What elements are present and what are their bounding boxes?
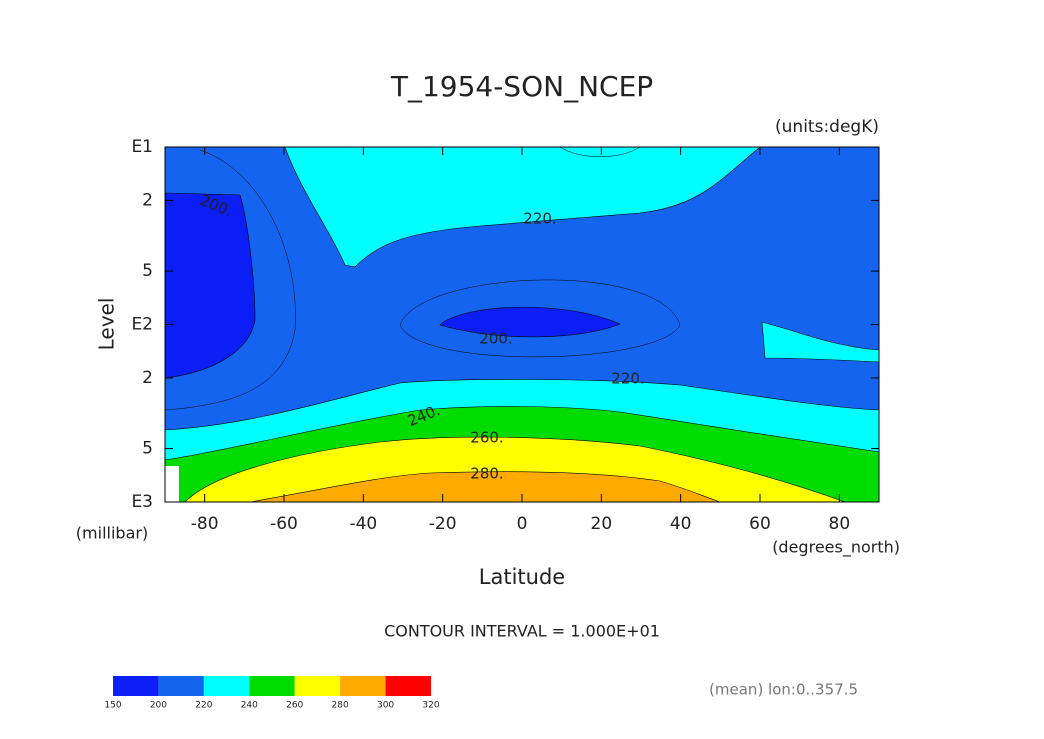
- colorbar-label: 220: [195, 701, 212, 711]
- y-axis-label: Level: [95, 298, 119, 351]
- colorbar-swatch: [385, 676, 431, 696]
- x-tick-label: 20: [591, 514, 613, 534]
- y-tick-label: 2: [142, 190, 153, 210]
- contour-label: 220.: [523, 210, 556, 228]
- x-tick-label: -60: [270, 514, 298, 534]
- contour-line: [399, 279, 681, 358]
- region: [284, 146, 879, 268]
- contour-line: [164, 149, 296, 411]
- colorbar-label: 240: [241, 701, 258, 711]
- colorbar-swatch: [158, 676, 204, 696]
- contour-line: [559, 146, 641, 157]
- x-tick-label: -20: [429, 514, 457, 534]
- y-tick-label: E2: [131, 315, 153, 335]
- colorbar-label: 260: [286, 701, 303, 711]
- footer: CONTOUR INTERVAL = 1.000E+01: [384, 622, 660, 641]
- chart-title: T_1954-SON_NCEP: [390, 70, 653, 103]
- colorbar-label: 200: [150, 701, 167, 711]
- y-tick-label: 5: [142, 261, 153, 281]
- y-tick-label: E3: [131, 492, 153, 512]
- region: [249, 471, 721, 503]
- colorbar-swatch: [294, 676, 341, 696]
- contour-label: 220.: [611, 370, 644, 388]
- x-axis-label: Latitude: [479, 565, 565, 589]
- units-label: (units:degK): [775, 117, 879, 137]
- contour-label: 200.: [479, 330, 512, 348]
- x-tick-label: 80: [829, 514, 851, 534]
- region: [439, 306, 621, 338]
- y-tick-label: 2: [142, 368, 153, 388]
- x-tick-label: -40: [349, 514, 377, 534]
- colorbar-label: 280: [332, 701, 349, 711]
- colorbar-swatch: [203, 676, 250, 696]
- contour-label: 260.: [470, 429, 503, 447]
- colorbar-label: 320: [422, 701, 439, 711]
- colorbar-swatch: [249, 676, 295, 696]
- region: [164, 192, 256, 379]
- colorbar-swatch: [113, 676, 159, 696]
- colorbar-swatch: [340, 676, 386, 696]
- x-tick-label: -80: [191, 514, 219, 534]
- y-tick-label: 5: [142, 439, 153, 459]
- contour-label: 280.: [470, 465, 503, 483]
- y-tick-label: E1: [131, 137, 153, 157]
- x-tick-label: 60: [749, 514, 771, 534]
- note: (mean) lon:0..357.5: [709, 681, 858, 699]
- y-units: (millibar): [76, 524, 148, 543]
- colorbar-label: 300: [377, 701, 394, 711]
- contour-field: [164, 146, 880, 503]
- x-units: (degrees_north): [772, 538, 900, 558]
- x-tick-label: 40: [670, 514, 692, 534]
- missing-data: [165, 466, 179, 502]
- x-tick-label: 0: [517, 514, 528, 534]
- colorbar-label: 150: [104, 701, 121, 711]
